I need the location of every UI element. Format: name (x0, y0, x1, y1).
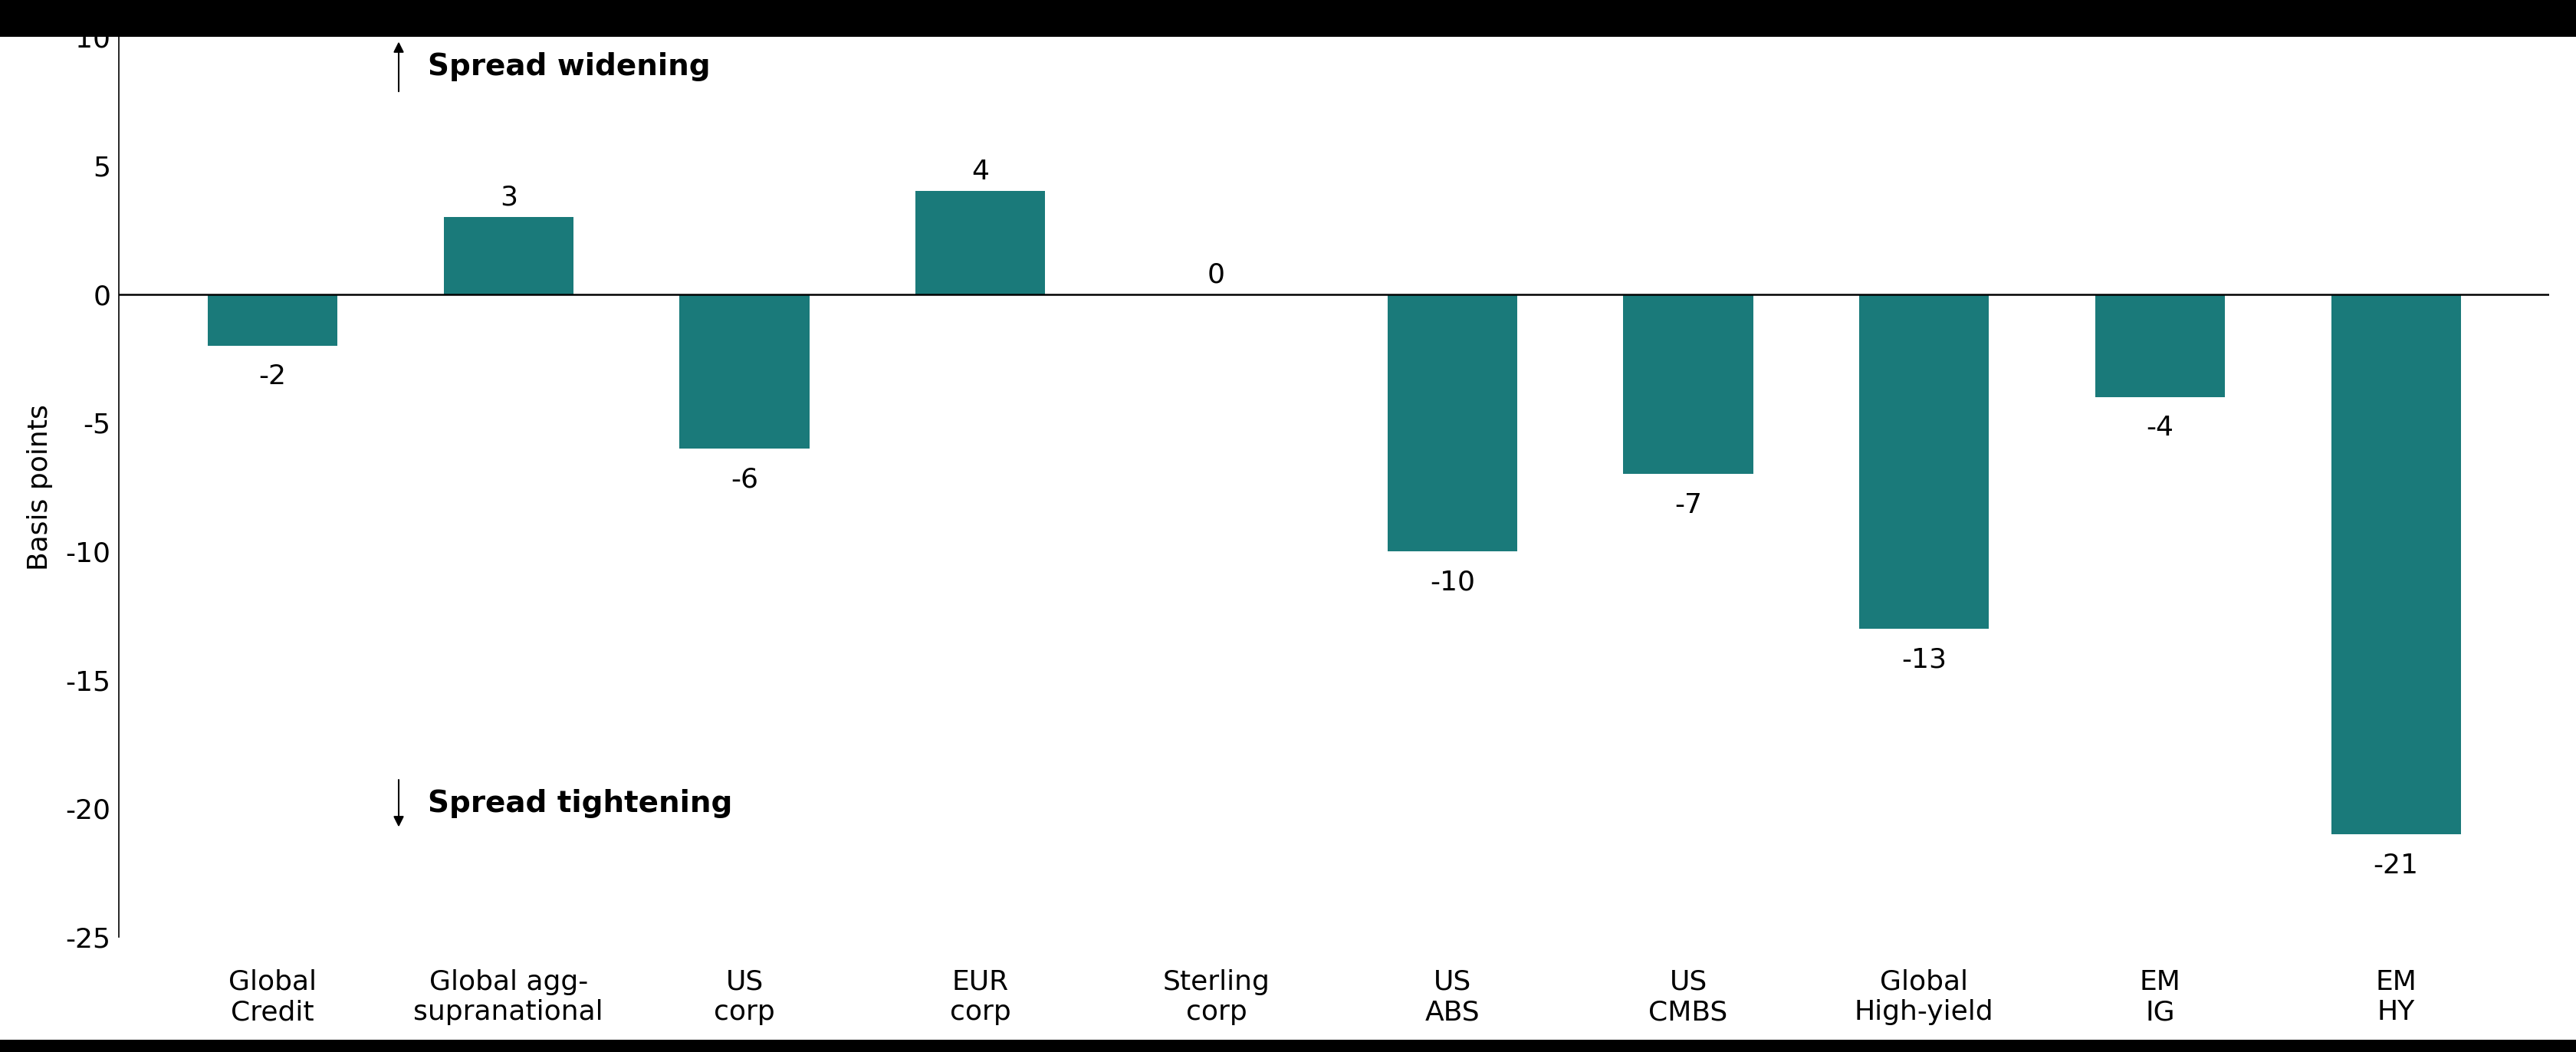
Bar (209, 295, 337, 346)
Bar (1388, 295, 1517, 551)
Text: 4: 4 (971, 159, 989, 185)
Text: -21: -21 (2372, 852, 2419, 878)
Bar (2331, 295, 2460, 834)
Text: -10: -10 (1430, 569, 1476, 595)
Text: 3: 3 (500, 184, 518, 210)
Text: -13: -13 (1901, 647, 1947, 672)
Bar (2094, 295, 2226, 397)
Text: Spread widening: Spread widening (428, 52, 711, 81)
Text: -7: -7 (1674, 492, 1703, 519)
Bar (443, 217, 574, 295)
Bar (1623, 295, 1754, 474)
Text: Spread tightening: Spread tightening (428, 789, 732, 818)
Text: -4: -4 (2146, 416, 2174, 441)
Bar (680, 295, 809, 448)
Bar (1860, 295, 1989, 628)
Bar (914, 191, 1046, 295)
Text: 0: 0 (1208, 262, 1226, 288)
Text: -2: -2 (258, 364, 286, 389)
Text: -6: -6 (732, 466, 757, 492)
Y-axis label: Basis points: Basis points (26, 404, 52, 570)
